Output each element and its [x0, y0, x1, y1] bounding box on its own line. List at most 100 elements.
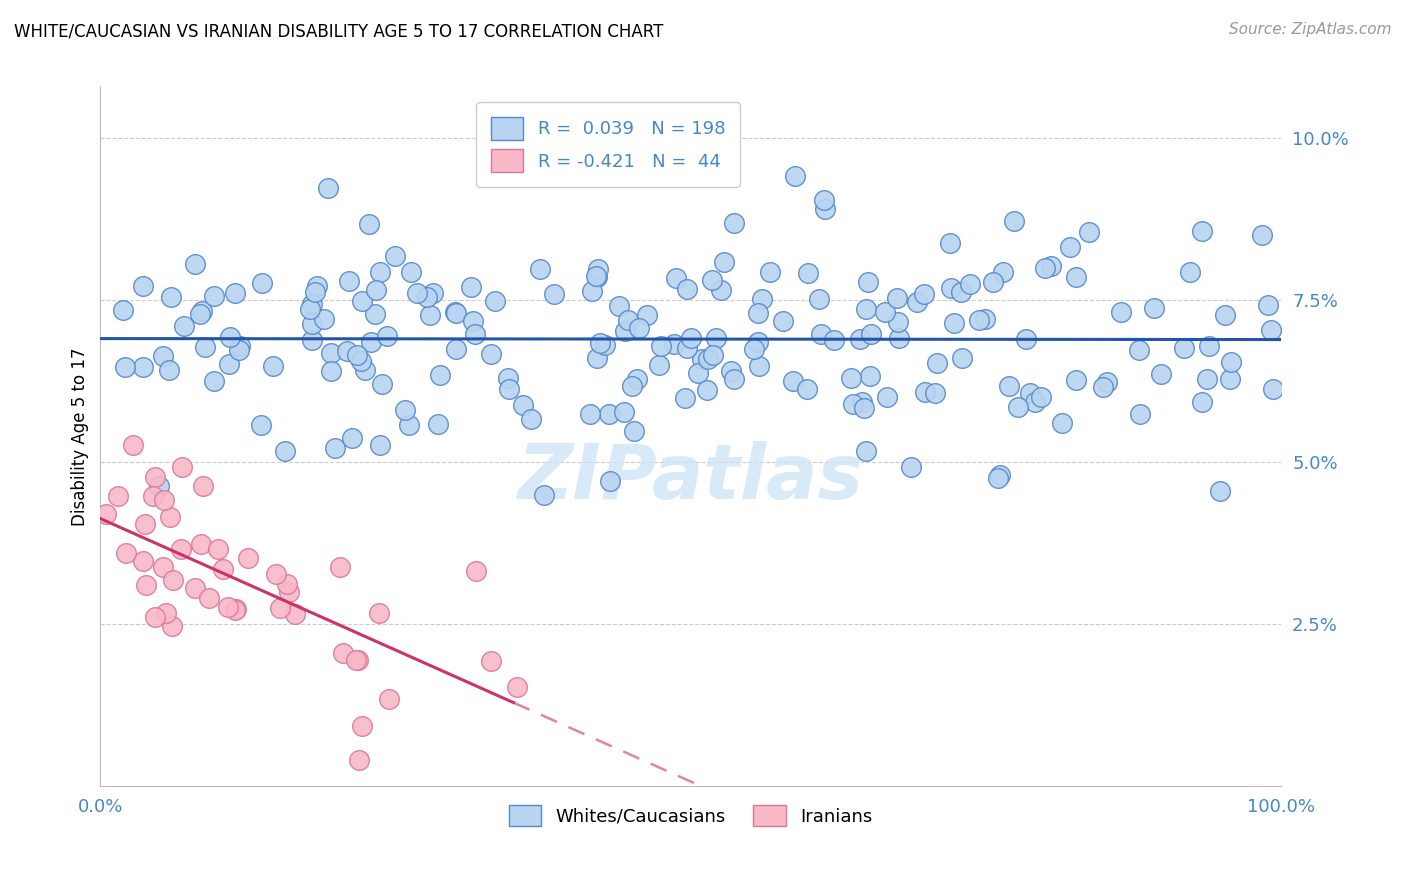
Point	[304, 285, 326, 299]
Point	[1078, 225, 1101, 239]
Point	[748, 359, 770, 373]
Point	[377, 329, 399, 343]
Point	[751, 292, 773, 306]
Point	[1095, 375, 1118, 389]
Point	[236, 551, 259, 566]
Point	[346, 653, 368, 667]
Point	[723, 216, 745, 230]
Point	[159, 510, 181, 524]
Point	[152, 560, 174, 574]
Point	[172, 460, 194, 475]
Point	[406, 285, 429, 300]
Point	[337, 274, 360, 288]
Point	[952, 351, 974, 365]
Point	[1064, 270, 1087, 285]
Point	[969, 313, 991, 327]
Point	[344, 653, 367, 667]
Point	[284, 607, 307, 621]
Point	[173, 319, 195, 334]
Point	[673, 391, 696, 405]
Point	[797, 266, 820, 280]
Point	[702, 348, 724, 362]
Point	[905, 294, 928, 309]
Point	[747, 306, 769, 320]
Point	[1191, 224, 1213, 238]
Point	[160, 619, 183, 633]
Point	[132, 278, 155, 293]
Text: ZIPatlas: ZIPatlas	[517, 442, 863, 516]
Point	[484, 294, 506, 309]
Point	[886, 315, 908, 329]
Point	[496, 370, 519, 384]
Point	[983, 275, 1005, 289]
Point	[364, 307, 387, 321]
Point	[586, 351, 609, 365]
Point	[704, 331, 727, 345]
Point	[588, 262, 610, 277]
Point	[277, 584, 299, 599]
Point	[142, 489, 165, 503]
Point	[813, 193, 835, 207]
Point	[371, 376, 394, 391]
Point	[94, 507, 117, 521]
Point	[662, 337, 685, 351]
Point	[860, 326, 883, 341]
Point	[316, 181, 339, 195]
Point	[1129, 407, 1152, 421]
Point	[301, 317, 323, 331]
Point	[1018, 385, 1040, 400]
Point	[384, 249, 406, 263]
Point	[623, 424, 645, 438]
Point	[692, 351, 714, 366]
Y-axis label: Disability Age 5 to 17: Disability Age 5 to 17	[72, 347, 89, 525]
Point	[360, 334, 382, 349]
Point	[463, 314, 485, 328]
Point	[422, 286, 444, 301]
Point	[1007, 400, 1029, 414]
Point	[1180, 265, 1202, 279]
Point	[398, 417, 420, 432]
Point	[529, 262, 551, 277]
Point	[856, 276, 879, 290]
Point	[377, 691, 399, 706]
Point	[298, 302, 321, 317]
Point	[323, 442, 346, 456]
Text: WHITE/CAUCASIAN VS IRANIAN DISABILITY AGE 5 TO 17 CORRELATION CHART: WHITE/CAUCASIAN VS IRANIAN DISABILITY AG…	[14, 22, 664, 40]
Point	[1109, 304, 1132, 318]
Point	[444, 342, 467, 356]
Text: Source: ZipAtlas.com: Source: ZipAtlas.com	[1229, 22, 1392, 37]
Point	[419, 309, 441, 323]
Point	[134, 516, 156, 531]
Point	[887, 331, 910, 345]
Point	[370, 437, 392, 451]
Point	[427, 417, 450, 431]
Point	[269, 601, 291, 615]
Point	[207, 542, 229, 557]
Point	[1173, 341, 1195, 355]
Point	[228, 343, 250, 358]
Point	[368, 607, 391, 621]
Point	[193, 478, 215, 492]
Point	[224, 603, 246, 617]
Point	[1219, 372, 1241, 386]
Point	[974, 312, 997, 326]
Point	[307, 278, 329, 293]
Point	[131, 554, 153, 568]
Point	[202, 289, 225, 303]
Point	[914, 384, 936, 399]
Point	[823, 333, 845, 347]
Point	[346, 348, 368, 362]
Point	[841, 397, 863, 411]
Point	[1263, 382, 1285, 396]
Point	[814, 202, 837, 216]
Point	[1197, 372, 1219, 386]
Point	[650, 339, 672, 353]
Point	[851, 394, 873, 409]
Point	[107, 489, 129, 503]
Point	[190, 304, 212, 318]
Point	[347, 753, 370, 767]
Point	[212, 562, 235, 576]
Point	[696, 383, 718, 397]
Point	[808, 292, 831, 306]
Point	[614, 324, 637, 338]
